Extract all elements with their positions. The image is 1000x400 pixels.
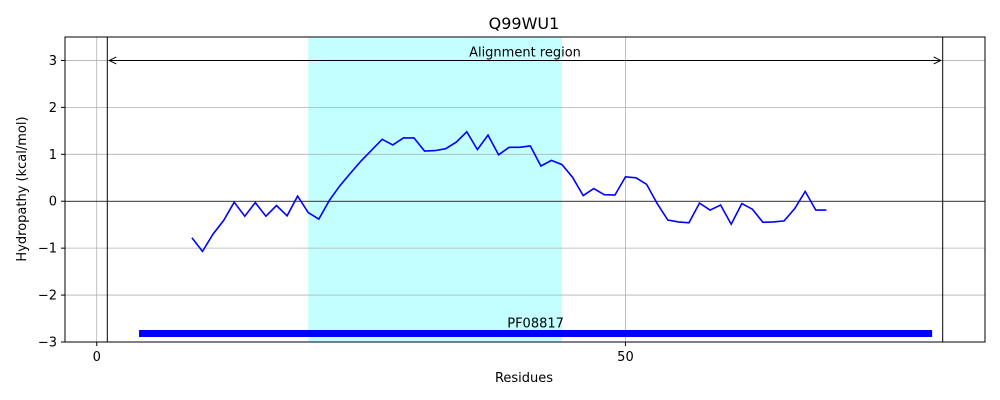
y-tick-label: 1 (49, 148, 57, 163)
highlight-region (308, 37, 563, 342)
x-tick-label: 0 (93, 350, 101, 365)
x-axis-label: Residues (495, 371, 553, 386)
y-axis-label: Hydropathy (kcal/mol) (15, 116, 30, 261)
alignment-arrow-right-head (933, 56, 942, 65)
domain-label: PF08817 (507, 317, 564, 332)
y-tick-label: 3 (49, 54, 57, 69)
x-tick-label: 50 (617, 350, 634, 365)
plot-frame (64, 36, 986, 343)
y-tick-label: 2 (49, 101, 57, 116)
alignment-arrow-left-head (108, 56, 117, 65)
y-tick-label: 0 (49, 195, 57, 210)
y-tick-label: −1 (38, 242, 57, 257)
chart-title: Q99WU1 (489, 14, 560, 33)
y-tick-label: −2 (38, 289, 57, 304)
y-tick-label: −3 (38, 336, 57, 351)
alignment-region-label: Alignment region (469, 45, 581, 60)
